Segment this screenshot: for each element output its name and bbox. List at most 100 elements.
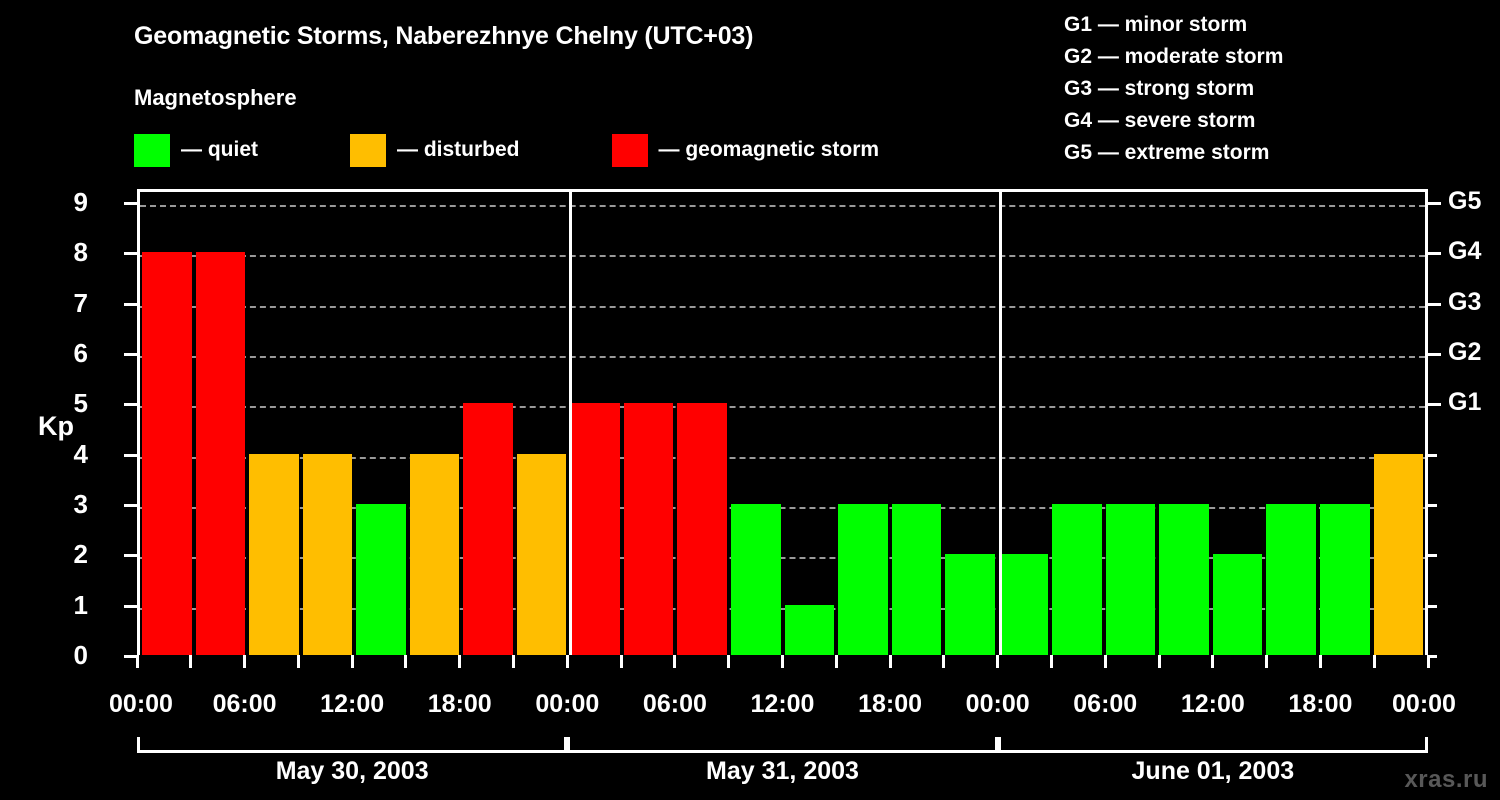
g-scale-row-2: G2 — moderate storm <box>1064 45 1284 68</box>
legend-swatch-quiet <box>134 133 170 167</box>
day-bracket-2 <box>567 737 998 753</box>
bar-23[interactable] <box>1373 453 1424 655</box>
bar-14[interactable] <box>891 504 942 655</box>
bar-17[interactable] <box>1052 504 1102 655</box>
g-tick-label-g5: G5 <box>1448 187 1482 215</box>
bar-12[interactable] <box>784 604 835 655</box>
g-tick-label-g1: G1 <box>1448 388 1482 417</box>
bar-21[interactable] <box>1266 504 1317 655</box>
x-tick-mark-11 <box>727 655 731 668</box>
right-minor-tick-kp-3 <box>1428 504 1437 507</box>
y-tick-label-0: 0 <box>73 640 88 670</box>
x-tick-label-0: 00:00 <box>109 690 173 718</box>
right-minor-tick-kp-1 <box>1428 604 1437 608</box>
color-legend: — quiet — disturbed — geomagnetic storm <box>134 133 879 167</box>
y-tick-mark-2 <box>124 554 137 558</box>
right-minor-tick-kp-2 <box>1428 554 1437 558</box>
bar-7[interactable] <box>516 453 567 655</box>
x-tick-mark-17 <box>1049 655 1053 668</box>
bar-6[interactable] <box>463 403 513 655</box>
x-tick-label-7: 18:00 <box>858 690 923 718</box>
legend-entry-quiet: — quiet <box>134 133 258 167</box>
bar-0[interactable] <box>142 252 192 655</box>
bar-2[interactable] <box>249 453 299 655</box>
bar-slot <box>729 192 783 655</box>
g-tick-mark-g2 <box>1428 353 1441 356</box>
magnetosphere-label: Magnetosphere <box>134 85 297 110</box>
bar-slot <box>1211 192 1265 655</box>
day-label-3: June 01, 2003 <box>1131 757 1295 785</box>
x-tick-mark-22 <box>1318 655 1322 668</box>
y-tick-mark-9 <box>124 202 137 205</box>
g-tick-mark-g3 <box>1428 302 1441 306</box>
x-tick-label-3: 18:00 <box>427 690 492 718</box>
x-tick-mark-9 <box>619 655 623 668</box>
x-tick-mark-14 <box>888 655 892 668</box>
day-bracket-1 <box>137 737 568 753</box>
x-tick-mark-12 <box>781 655 784 668</box>
bar-11[interactable] <box>731 504 781 655</box>
bar-3[interactable] <box>302 453 353 655</box>
legend-entry-geomagnetic-storm: — geomagnetic storm <box>611 133 879 167</box>
bar-19[interactable] <box>1159 504 1209 655</box>
x-tick-mark-18 <box>1103 655 1107 668</box>
bar-slot <box>140 192 194 655</box>
y-tick-mark-3 <box>124 504 137 507</box>
bar-15[interactable] <box>945 554 995 655</box>
legend-label-disturbed: — disturbed <box>397 138 520 161</box>
x-tick-label-5: 06:00 <box>642 690 707 718</box>
watermark: xras.ru <box>1404 766 1488 793</box>
bar-18[interactable] <box>1105 504 1156 655</box>
gridline-kp-4 <box>140 456 1425 459</box>
bar-10[interactable] <box>677 403 728 655</box>
x-tick-mark-13 <box>834 655 838 668</box>
bar-slot <box>1157 192 1211 655</box>
x-tick-label-6: 12:00 <box>750 690 815 718</box>
gridline-kp-8 <box>140 255 1425 258</box>
bar-16[interactable] <box>998 554 1049 655</box>
gridline-kp-3 <box>140 507 1425 509</box>
bar-20[interactable] <box>1212 554 1263 655</box>
y-tick-mark-0 <box>124 655 137 658</box>
y-tick-label-2: 2 <box>73 539 88 570</box>
y-tick-label-8: 8 <box>73 237 88 268</box>
bar-1[interactable] <box>195 252 246 655</box>
x-tick-mark-4 <box>350 655 354 668</box>
bar-8[interactable] <box>570 403 620 655</box>
bar-slot <box>1104 192 1158 655</box>
bar-slot <box>675 192 729 655</box>
plot-frame <box>137 189 1428 655</box>
bar-5[interactable] <box>409 453 460 655</box>
bar-4[interactable] <box>356 504 406 655</box>
x-tick-label-10: 12:00 <box>1180 690 1245 718</box>
g-tick-mark-g4 <box>1428 252 1441 256</box>
bar-slot <box>568 192 622 655</box>
bar-9[interactable] <box>623 403 674 655</box>
g-tick-mark-g1 <box>1428 403 1441 407</box>
bar-slot <box>997 192 1051 655</box>
x-tick-mark-0 <box>135 655 139 668</box>
x-tick-label-11: 18:00 <box>1288 690 1353 718</box>
gridline-kp-7 <box>140 305 1425 308</box>
y-tick-mark-7 <box>124 302 137 306</box>
x-tick-mark-8 <box>565 655 569 668</box>
bar-slot <box>1318 192 1372 655</box>
day-divider-1 <box>568 192 572 655</box>
right-minor-tick-kp-4 <box>1428 453 1437 457</box>
x-tick-label-2: 12:00 <box>320 690 385 718</box>
bar-slot <box>354 192 408 655</box>
bar-slot <box>1050 192 1104 655</box>
bar-slot <box>1372 192 1426 655</box>
bar-slot <box>301 192 355 655</box>
g-scale-row-4: G4 — severe storm <box>1064 109 1256 132</box>
bar-slot <box>408 192 462 655</box>
bar-22[interactable] <box>1320 504 1370 655</box>
x-tick-mark-23 <box>1372 655 1376 668</box>
bar-slot <box>836 192 890 655</box>
g-tick-mark-g5 <box>1428 202 1441 205</box>
gridline-kp-5 <box>140 406 1425 409</box>
x-tick-mark-2 <box>243 655 247 668</box>
y-tick-label-7: 7 <box>73 287 88 318</box>
bar-13[interactable] <box>838 504 888 655</box>
gridline-kp-1 <box>140 607 1425 610</box>
